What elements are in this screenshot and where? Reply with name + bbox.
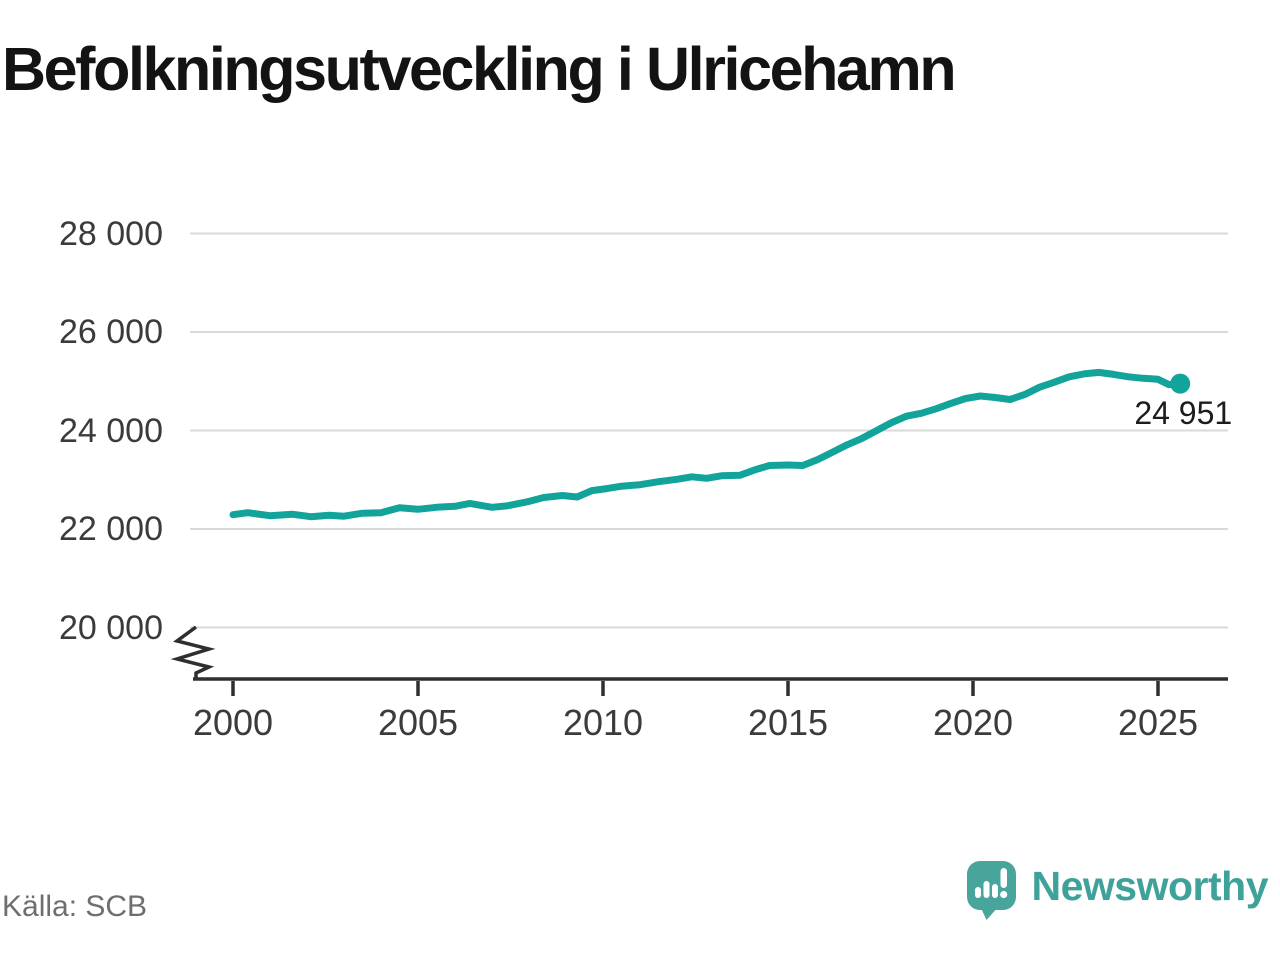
x-tick-label: 2020 [932, 702, 1014, 743]
x-tick-label: 2015 [747, 702, 829, 743]
x-tick-label: 2010 [562, 702, 644, 743]
newsworthy-logo: Newsworthy [966, 860, 1269, 922]
newsworthy-logo-text: Newsworthy [1031, 862, 1269, 909]
y-tick-label: 22 000 [59, 510, 163, 548]
axis-break-zigzag [170, 625, 216, 679]
newsworthy-bubble-chart-icon [966, 861, 1016, 920]
y-tick-label: 20 000 [59, 608, 163, 647]
y-tick-label: 26 000 [59, 313, 163, 351]
chart-title: Befolkningsutveckling i Ulricehamn [2, 35, 957, 103]
y-tick-label: 24 000 [59, 411, 163, 450]
latest-point-dot [1170, 373, 1191, 394]
population-line [229, 368, 1184, 521]
x-tick-label: 2025 [1117, 702, 1199, 743]
x-tick-label: 2000 [192, 702, 274, 743]
source-note: Källa: SCB [2, 890, 148, 923]
y-tick-label: 28 000 [59, 214, 163, 253]
x-tick-label: 2005 [377, 702, 459, 743]
latest-value-label: 24 951 [1134, 394, 1233, 431]
latest-value-annotation: 24 951 [1012, 395, 1232, 432]
